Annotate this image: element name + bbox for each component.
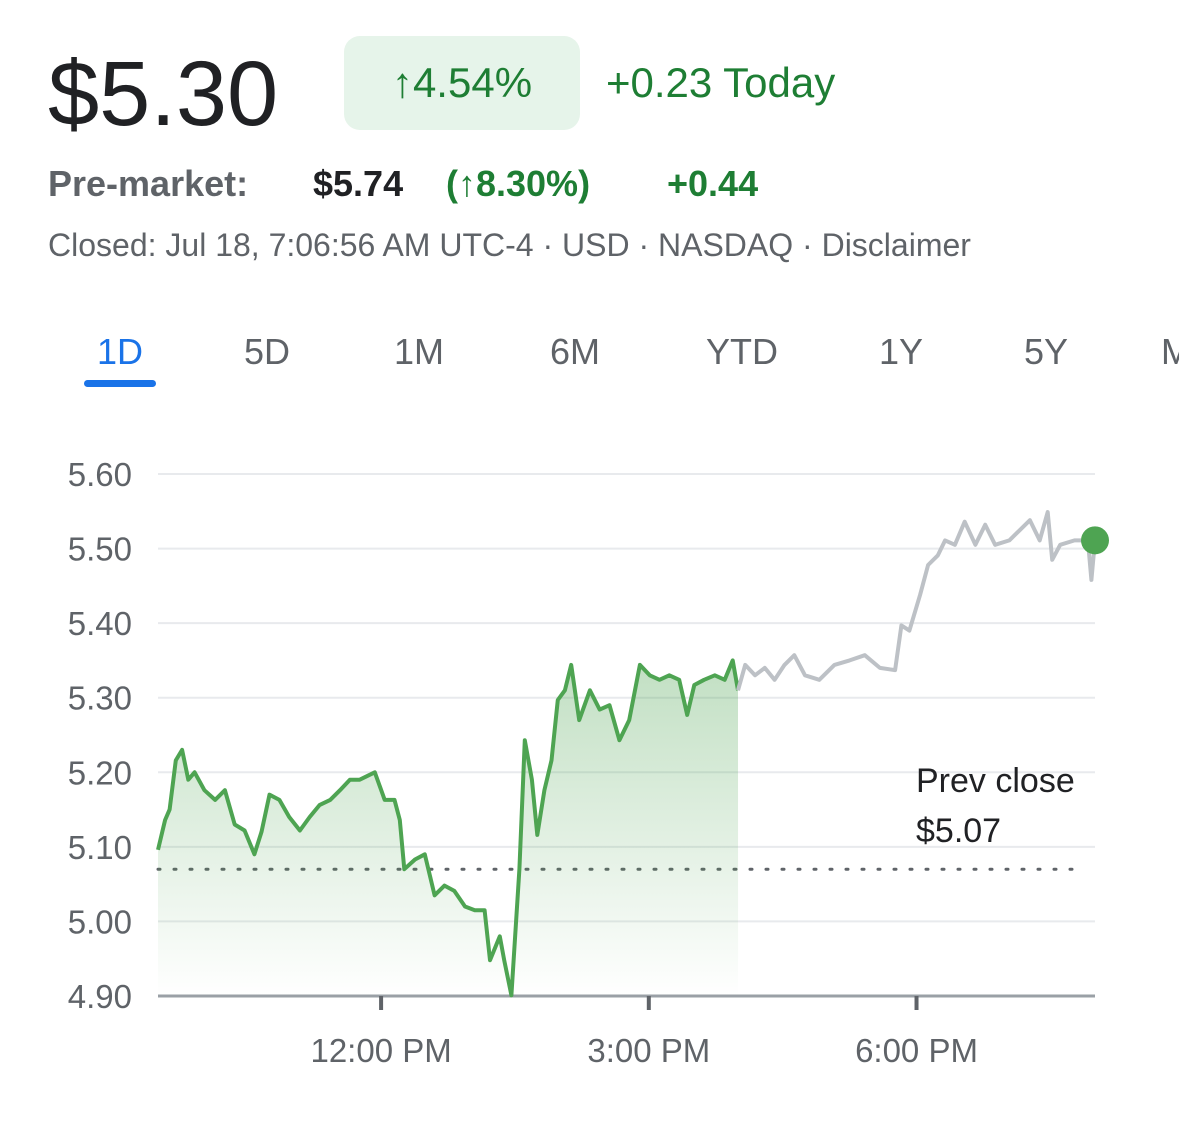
tab[interactable]: 5D <box>244 331 290 372</box>
price-line <box>156 658 740 998</box>
y-tick-label: 5.30 <box>68 680 132 717</box>
price-line <box>736 510 1097 691</box>
y-tick-label: 5.50 <box>68 531 132 568</box>
premarket-percent: (↑8.30%) <box>446 163 590 204</box>
premarket-label: Pre-market: <box>48 163 248 204</box>
tab[interactable]: 1M <box>394 331 444 372</box>
y-tick-label: 5.00 <box>68 903 132 940</box>
premarket-price: $5.74 <box>313 163 403 204</box>
price: $5.30 <box>48 43 278 145</box>
last-price-dot <box>1081 526 1109 555</box>
chart: 4.90 5.00 5.10 5.20 5.30 5.40 5.50 5.60 12:00 PM… <box>68 456 1109 1069</box>
tab[interactable]: 6M <box>550 331 600 372</box>
y-tick-label: 5.10 <box>68 829 132 866</box>
tab[interactable]: YTD <box>706 331 778 372</box>
area <box>158 660 739 996</box>
y-tick-label: 5.60 <box>68 456 132 493</box>
tab[interactable]: MAX <box>1161 331 1179 372</box>
premarket-change: +0.44 <box>667 163 758 204</box>
x-tick-label: 3:00 PM <box>587 1032 710 1069</box>
change-badge <box>344 36 580 130</box>
reference-value: $5.07 <box>916 812 1001 850</box>
y-tick-label: 5.20 <box>68 754 132 791</box>
y-tick-label: 4.90 <box>68 978 132 1015</box>
reference-label: Prev close <box>916 762 1075 800</box>
x-tick-label: 12:00 PM <box>310 1032 451 1069</box>
y-tick-label: 5.40 <box>68 605 132 642</box>
tab[interactable]: 1Y <box>879 331 923 372</box>
change-percent: ↑4.54% <box>392 59 532 106</box>
tab[interactable]: 1D <box>97 331 143 372</box>
status-line: Closed: Jul 18, 7:06:56 AM UTC-4 · USD ·… <box>48 227 971 263</box>
range-tabs: 1D 5D 1M 6M YTD 1Y 5Y MAX <box>84 331 1179 387</box>
tab[interactable]: 5Y <box>1024 331 1068 372</box>
tab-indicator <box>84 380 156 387</box>
change-today: +0.23 Today <box>606 59 835 106</box>
x-tick-label: 6:00 PM <box>855 1032 978 1069</box>
